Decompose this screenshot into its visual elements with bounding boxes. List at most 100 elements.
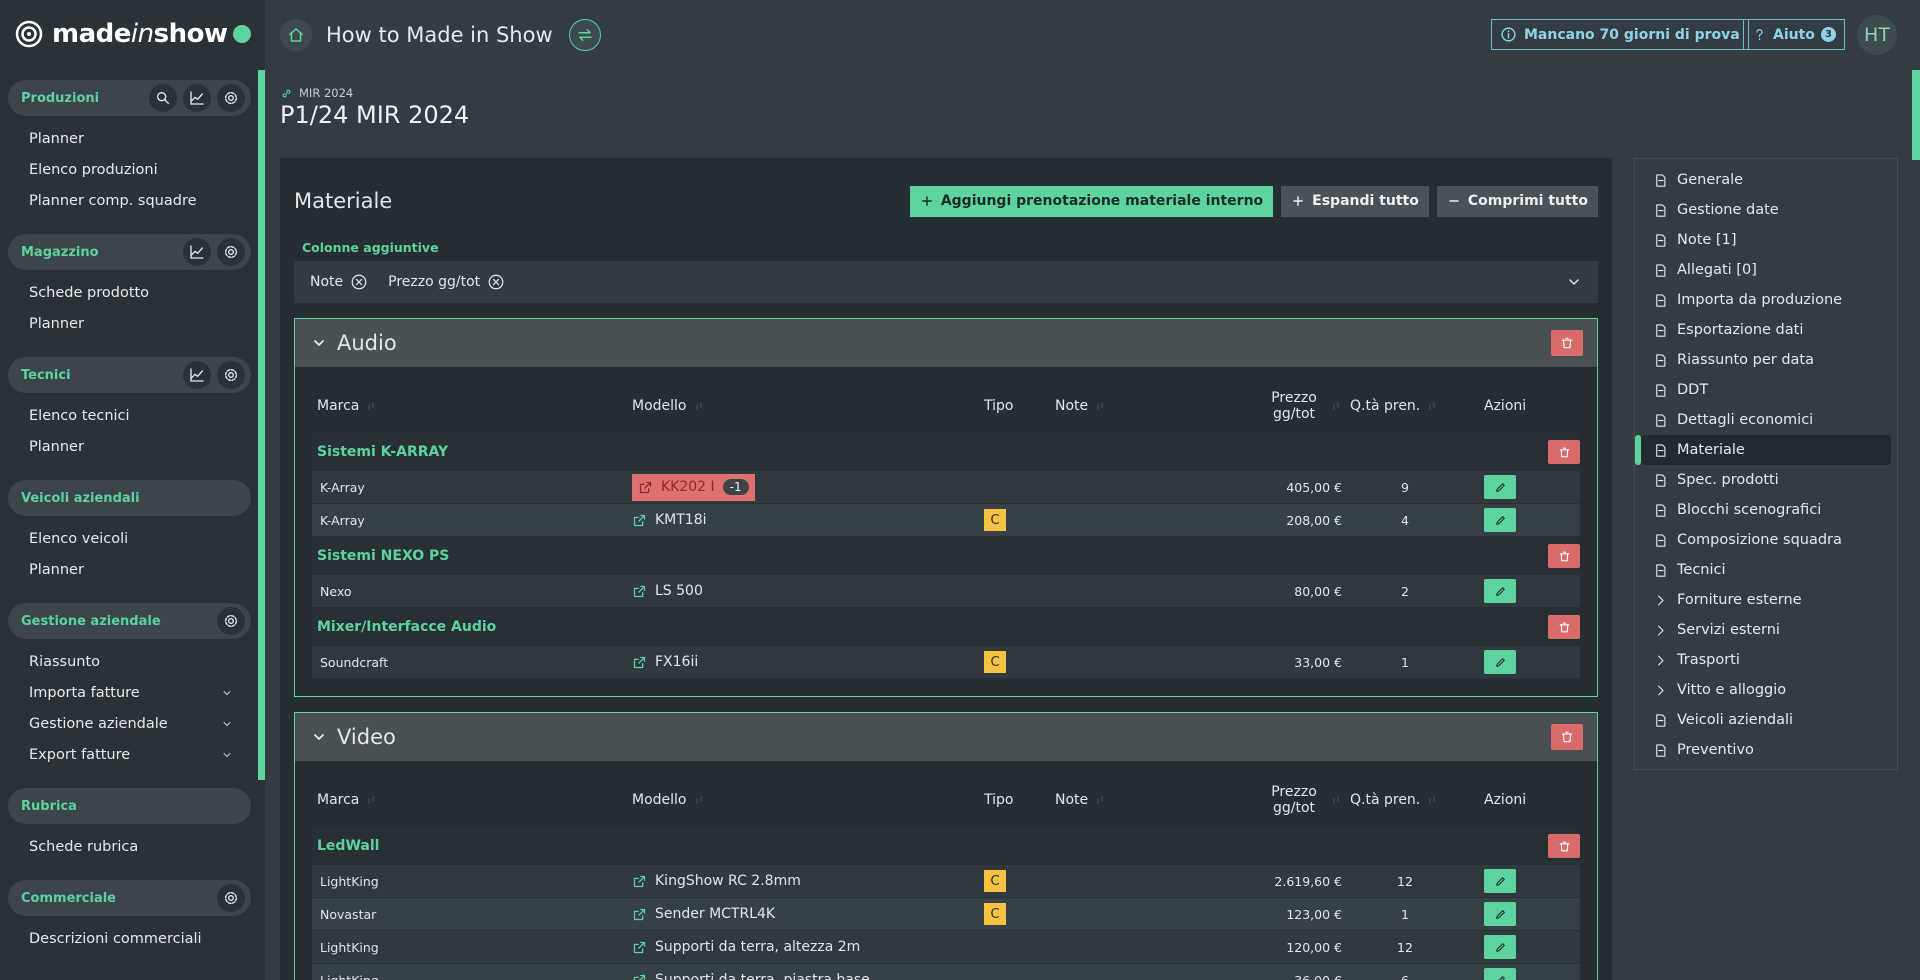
delete-button[interactable] xyxy=(1548,615,1580,639)
column-header[interactable]: Q.tà pren. xyxy=(1350,792,1460,808)
nav-tool-button[interactable] xyxy=(217,607,245,635)
edit-button[interactable] xyxy=(1484,579,1516,603)
nav-item[interactable]: Export fatture xyxy=(8,739,251,770)
icon-shape xyxy=(633,976,639,980)
nav-section-header[interactable]: Commerciale xyxy=(8,880,251,916)
delete-button[interactable] xyxy=(1548,440,1580,464)
logo[interactable]: madeinshow xyxy=(14,16,228,52)
extra-columns-select[interactable]: Note Prezzo gg/tot xyxy=(294,261,1598,303)
section-nav-item[interactable]: Dettagli economici xyxy=(1641,405,1891,435)
group-header[interactable]: Video xyxy=(295,713,1597,761)
xcirc-icon[interactable] xyxy=(350,273,368,291)
model-warning[interactable]: KK202 I -1 xyxy=(632,473,755,501)
nav-tool-button[interactable] xyxy=(217,884,245,912)
link-icon[interactable] xyxy=(632,940,647,955)
nav-tool-button[interactable] xyxy=(217,238,245,266)
link-icon[interactable] xyxy=(632,655,647,670)
column-header[interactable]: Note xyxy=(1055,398,1240,414)
nav-section-header[interactable]: Gestione aziendale xyxy=(8,603,251,639)
edit-button[interactable] xyxy=(1484,869,1516,893)
section-nav-item[interactable]: Gestione date xyxy=(1641,195,1891,225)
section-nav-item[interactable]: Materiale xyxy=(1635,435,1891,465)
nav-tool-button[interactable] xyxy=(217,84,245,112)
group-header[interactable]: Audio xyxy=(295,319,1597,367)
column-header[interactable]: Modello xyxy=(632,792,984,808)
link-icon[interactable] xyxy=(632,973,647,980)
nav-section-header[interactable]: Rubrica xyxy=(8,788,251,824)
section-nav-item[interactable]: Generale xyxy=(1641,165,1891,195)
section-nav-item[interactable]: Esportazione dati xyxy=(1641,315,1891,345)
delete-button[interactable] xyxy=(1551,724,1583,750)
section-nav-item[interactable]: Tecnici xyxy=(1641,555,1891,585)
nav-item[interactable]: Planner xyxy=(8,431,251,462)
edit-button[interactable] xyxy=(1484,902,1516,926)
nav-section-header[interactable]: Produzioni xyxy=(8,80,251,116)
nav-tool-button[interactable] xyxy=(183,238,211,266)
section-nav-item[interactable]: Vitto e alloggio xyxy=(1641,675,1891,705)
section-nav-item[interactable]: Riassunto per data xyxy=(1641,345,1891,375)
nav-item[interactable]: Planner xyxy=(8,308,251,339)
nav-item[interactable]: Planner xyxy=(8,554,251,585)
home-button[interactable] xyxy=(280,19,312,51)
nav-tool-button[interactable] xyxy=(183,84,211,112)
nav-item[interactable]: Descrizioni commerciali xyxy=(8,923,251,954)
section-nav-item[interactable]: Trasporti xyxy=(1641,645,1891,675)
help-button[interactable]: Aiuto 3 xyxy=(1743,19,1845,50)
edit-button[interactable] xyxy=(1484,968,1516,980)
section-nav-item[interactable]: Spec. prodotti xyxy=(1641,465,1891,495)
switch-button[interactable] xyxy=(568,19,601,51)
xcirc-icon[interactable] xyxy=(487,273,505,291)
section-nav-item[interactable]: Blocchi scenografici xyxy=(1641,495,1891,525)
nav-section-header[interactable]: Veicoli aziendali xyxy=(8,480,251,516)
column-header[interactable]: Note xyxy=(1055,792,1240,808)
nav-item[interactable]: Elenco veicoli xyxy=(8,523,251,554)
action-button[interactable]: Comprimi tutto xyxy=(1436,185,1598,217)
section-nav-item[interactable]: Composizione squadra xyxy=(1641,525,1891,555)
section-nav-item[interactable]: Veicoli aziendali xyxy=(1641,705,1891,735)
link-icon[interactable] xyxy=(638,480,653,495)
edit-button[interactable] xyxy=(1484,475,1516,499)
column-header[interactable]: Marca xyxy=(312,398,632,414)
nav-item[interactable]: Planner xyxy=(8,123,251,154)
action-button[interactable]: Aggiungi prenotazione materiale interno xyxy=(909,185,1274,217)
avatar[interactable]: HT xyxy=(1857,15,1897,55)
trial-badge[interactable]: Mancano 70 giorni di prova xyxy=(1491,19,1749,50)
nav-tool-button[interactable] xyxy=(183,361,211,389)
section-nav-item[interactable]: DDT xyxy=(1641,375,1891,405)
nav-section-header[interactable]: Tecnici xyxy=(8,357,251,393)
column-header[interactable]: Prezzo gg/tot xyxy=(1240,784,1350,816)
nav-item[interactable]: Planner comp. squadre xyxy=(8,185,251,216)
nav-item[interactable]: Elenco tecnici xyxy=(8,400,251,431)
section-nav-item[interactable]: Note [1] xyxy=(1641,225,1891,255)
edit-button[interactable] xyxy=(1484,935,1516,959)
column-header[interactable]: Q.tà pren. xyxy=(1350,398,1460,414)
link-icon[interactable] xyxy=(632,513,647,528)
nav-item[interactable]: Schede rubrica xyxy=(8,831,251,862)
nav-item[interactable]: Elenco produzioni xyxy=(8,154,251,185)
column-header[interactable]: Modello xyxy=(632,398,984,414)
action-button[interactable]: Espandi tutto xyxy=(1281,185,1429,217)
section-nav-item[interactable]: Forniture esterne xyxy=(1641,585,1891,615)
link-icon[interactable] xyxy=(632,874,647,889)
delete-button[interactable] xyxy=(1548,834,1580,858)
section-nav-item[interactable]: Preventivo xyxy=(1641,735,1891,765)
nav-tool-button[interactable] xyxy=(149,84,177,112)
nav-item[interactable]: Importa fatture xyxy=(8,677,251,708)
link-icon[interactable] xyxy=(632,907,647,922)
link-icon[interactable] xyxy=(632,584,647,599)
column-header[interactable]: Prezzo gg/tot xyxy=(1240,390,1350,422)
nav-item[interactable]: Schede prodotto xyxy=(8,277,251,308)
nav-item[interactable]: Riassunto xyxy=(8,646,251,677)
delete-button[interactable] xyxy=(1548,544,1580,568)
nav-tool-button[interactable] xyxy=(217,361,245,389)
nav-section-header[interactable]: Magazzino xyxy=(8,234,251,270)
section-nav-item[interactable]: Importa da produzione xyxy=(1641,285,1891,315)
breadcrumb[interactable]: MIR 2024 xyxy=(280,86,353,100)
edit-button[interactable] xyxy=(1484,508,1516,532)
delete-button[interactable] xyxy=(1551,330,1583,356)
section-nav-item[interactable]: Servizi esterni xyxy=(1641,615,1891,645)
edit-button[interactable] xyxy=(1484,650,1516,674)
nav-item[interactable]: Gestione aziendale xyxy=(8,708,251,739)
section-nav-item[interactable]: Allegati [0] xyxy=(1641,255,1891,285)
column-header[interactable]: Marca xyxy=(312,792,632,808)
